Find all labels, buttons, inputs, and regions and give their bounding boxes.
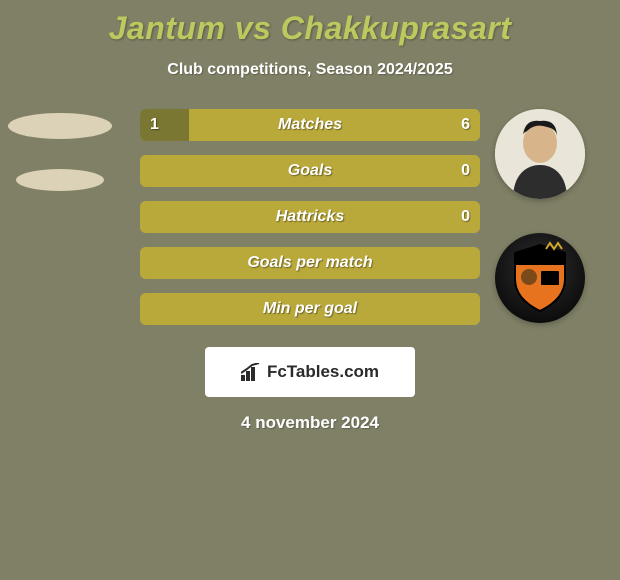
comparison-card: Jantum vs Chakkuprasart Club competition… bbox=[0, 0, 620, 580]
stats-area: Matches16Goals0Hattricks0Goals per match… bbox=[0, 109, 620, 339]
stat-bar-label: Hattricks bbox=[140, 201, 480, 233]
chart-icon bbox=[241, 363, 261, 381]
subtitle: Club competitions, Season 2024/2025 bbox=[0, 61, 620, 79]
stat-bar-left-value: 1 bbox=[150, 109, 159, 141]
stat-bars: Matches16Goals0Hattricks0Goals per match… bbox=[140, 109, 480, 339]
stat-bar-row: Goals per match bbox=[140, 247, 480, 279]
player-right-column bbox=[480, 109, 600, 339]
player-right-photo bbox=[495, 109, 585, 199]
stat-bar-row: Goals0 bbox=[140, 155, 480, 187]
player-right-club-badge bbox=[495, 233, 585, 323]
player-left-column bbox=[0, 109, 120, 339]
fctables-logo[interactable]: FcTables.com bbox=[205, 347, 415, 397]
player-left-club-placeholder bbox=[16, 169, 104, 191]
stat-bar-right-value: 0 bbox=[461, 201, 470, 233]
stat-bar-label: Matches bbox=[140, 109, 480, 141]
stat-bar-row: Matches1 6 bbox=[140, 109, 480, 141]
logo-text: FcTables.com bbox=[267, 362, 379, 382]
stat-bar-right-value: 6 bbox=[461, 109, 470, 141]
stat-bar-label: Min per goal bbox=[140, 293, 480, 325]
stat-bar-row: Hattricks0 bbox=[140, 201, 480, 233]
stat-bar-label: Goals per match bbox=[140, 247, 480, 279]
stat-bar-row: Min per goal bbox=[140, 293, 480, 325]
stat-bar-label: Goals bbox=[140, 155, 480, 187]
date-text: 4 november 2024 bbox=[0, 413, 620, 433]
stat-bar-right-value: 0 bbox=[461, 155, 470, 187]
page-title: Jantum vs Chakkuprasart bbox=[0, 0, 620, 47]
player-left-photo-placeholder bbox=[8, 113, 112, 139]
